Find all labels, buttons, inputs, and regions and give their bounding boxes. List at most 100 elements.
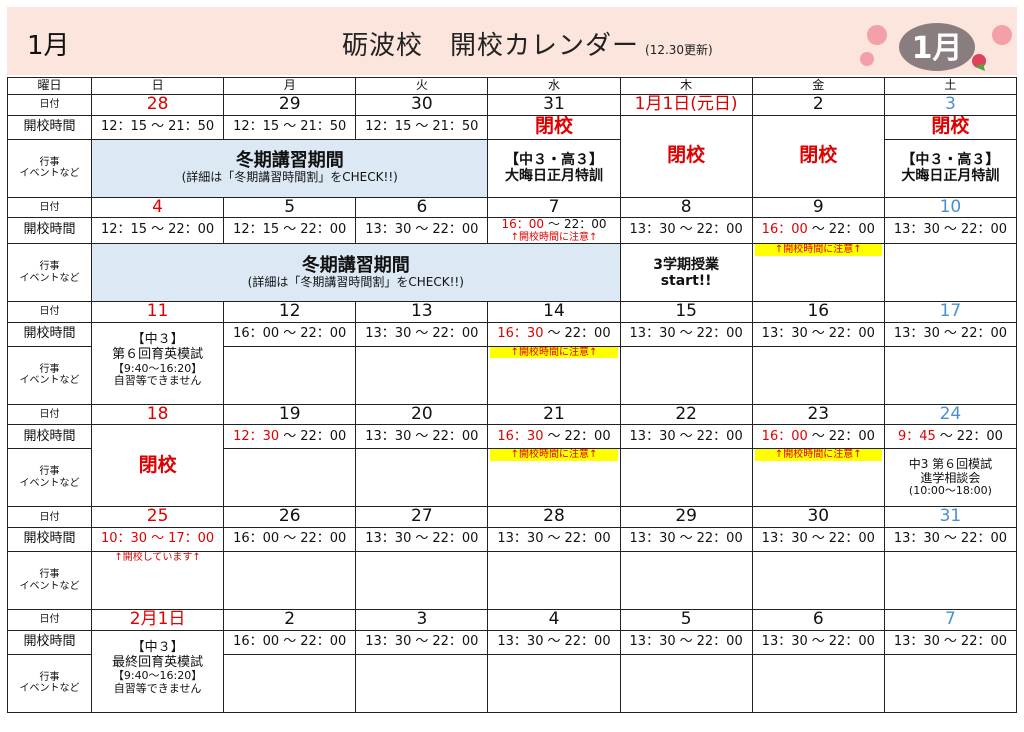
tilde: ～ <box>283 118 297 134</box>
event-cell <box>619 448 753 508</box>
tilde: ～ <box>283 222 297 238</box>
month-logo-icon: 1月 <box>860 23 1012 71</box>
open-end: 22：00 <box>300 222 347 238</box>
open-end: 22：00 <box>828 633 875 649</box>
updated-date: (12.30更新) <box>645 43 713 57</box>
open-end: 22：00 <box>432 428 479 444</box>
weekday-1: 月 <box>223 77 357 95</box>
open-start: 13：30 <box>365 633 412 649</box>
hours-cell: 12：15 ～ 21：50 <box>223 114 357 140</box>
open-start: 13：30 <box>761 633 808 649</box>
date-cell: 6 <box>751 609 885 631</box>
event-cell <box>883 551 1018 611</box>
event-cell: ↑開校時間に注意↑ <box>487 345 621 405</box>
label-text: 日付 <box>39 201 60 213</box>
open-end: 22：00 <box>300 428 347 444</box>
hours-row: 開校時間 10：30 ～ 17：00 16：00 ～ 22：00 13：30 ～ 22：00 13：… <box>7 527 1018 553</box>
hours-cell: 10：30 ～ 17：00 <box>90 527 225 553</box>
hours-row: 開校時間 【中３】 第６回育英模試 【9:40～16:20】 自習等できません 16：00… <box>7 321 1018 405</box>
event-cell <box>883 345 1018 405</box>
date-label: 日付 <box>7 506 92 529</box>
closed-label: 閉校 <box>138 454 177 477</box>
date-cell: 6 <box>355 196 489 219</box>
label-text: 日付 <box>39 614 60 626</box>
svg-text:1月: 1月 <box>912 31 963 66</box>
label-text: 行事 イベントなど <box>19 466 80 489</box>
hours-cell: 13：30 ～ 22：00 <box>355 629 489 655</box>
hours-cell: 13：30 ～ 22：00 <box>355 217 489 245</box>
hours-cell: 13：30 ～ 22：00 <box>751 527 885 553</box>
tilde: ～ <box>283 325 297 341</box>
hours-cell: 16：00 ～ 22：00 ↑開校時間に注意↑ <box>487 217 621 245</box>
tilde: ～ <box>547 633 561 649</box>
date-cell: 21 <box>487 403 621 426</box>
event-line: 【中３・高３】 <box>901 151 1000 168</box>
hours-cell: 13：30 ～ 22：00 <box>619 217 753 245</box>
event-cell: ↑開校時間に注意↑ <box>751 243 885 303</box>
tilde: ～ <box>283 531 297 547</box>
open-end: 22：00 <box>300 531 347 547</box>
open-end: 17：00 <box>168 531 215 547</box>
open-start: 16：00 <box>761 428 808 444</box>
date-cell: 17 <box>883 301 1018 323</box>
event-cell <box>223 448 357 508</box>
event-line: 進学相談会 <box>920 470 981 485</box>
hours-cell: 13：30 ～ 22：00 <box>751 321 885 347</box>
hours-cell: 閉校 <box>487 114 621 140</box>
hours-cell: 13：30 ～ 22：00 <box>883 217 1018 245</box>
hours-row: 開校時間 【中３】 最終回育英模試 【9:40～16:20】 自習等できません 16：00… <box>7 629 1018 713</box>
tilde: ～ <box>679 633 693 649</box>
open-notice: ↑開校しています↑ <box>114 552 201 564</box>
label-text: 日付 <box>39 306 60 318</box>
hours-cell: 13：30 ～ 22：00 <box>355 424 489 450</box>
open-start: 13：30 <box>365 428 412 444</box>
tilde: ～ <box>679 222 693 238</box>
date-cell: 12 <box>223 301 357 323</box>
open-start: 12：30 <box>233 428 280 444</box>
date-cell: 13 <box>355 301 489 323</box>
date-cell: 14 <box>487 301 621 323</box>
date-row: 日付 4 5 6 7 8 9 10 <box>7 196 1018 219</box>
date-cell: 3 <box>355 609 489 631</box>
tilde: ～ <box>811 633 825 649</box>
exam-line: 【中３】 <box>131 639 184 655</box>
open-end: 22：00 <box>696 325 743 341</box>
tilde: ～ <box>415 428 429 444</box>
hours-warning-note: ↑開校時間に注意↑ <box>490 449 618 461</box>
label-text: 開校時間 <box>23 325 76 341</box>
event-cell <box>619 653 753 713</box>
open-end: 21：50 <box>432 118 479 134</box>
closed-label: 閉校 <box>931 115 970 138</box>
open-end: 22：00 <box>960 531 1008 547</box>
date-cell: 20 <box>355 403 489 426</box>
exam-line: 第６回育英模試 <box>112 346 204 362</box>
event-cell <box>751 653 885 713</box>
date-cell: 26 <box>223 506 357 529</box>
date-cell: 16 <box>751 301 885 323</box>
tilde: ～ <box>547 531 561 547</box>
block-subtitle: (詳細は「冬期講習時間割」をCHECK!!) <box>181 170 398 185</box>
hours-label: 開校時間 <box>7 629 92 655</box>
date-cell: 11 <box>90 301 225 323</box>
open-end: 22：00 <box>828 325 875 341</box>
tilde: ～ <box>811 325 825 341</box>
event-cell <box>355 345 489 405</box>
tilde: ～ <box>943 633 957 649</box>
tilde: ～ <box>415 325 429 341</box>
date-cell: 22 <box>619 403 753 426</box>
open-end: 21：50 <box>168 118 215 134</box>
open-start: 13：30 <box>893 531 940 547</box>
hours-cell: 12：15 ～ 22：00 <box>90 217 225 245</box>
weekday-label: 曜日 <box>7 77 92 95</box>
event-cell <box>355 551 489 611</box>
label-text: 曜日 <box>37 78 62 93</box>
open-start: 13：30 <box>629 633 676 649</box>
hours-cell: 16：00 ～ 22：00 <box>751 217 885 245</box>
date-cell: 8 <box>619 196 753 219</box>
open-end: 22：00 <box>300 633 347 649</box>
hours-cell: 13：30 ～ 22：00 <box>751 629 885 655</box>
weekday-row: 曜日 日月火水木金土 <box>7 77 1018 95</box>
open-start: 12：15 <box>365 118 412 134</box>
month-label: 1月 <box>27 31 70 61</box>
